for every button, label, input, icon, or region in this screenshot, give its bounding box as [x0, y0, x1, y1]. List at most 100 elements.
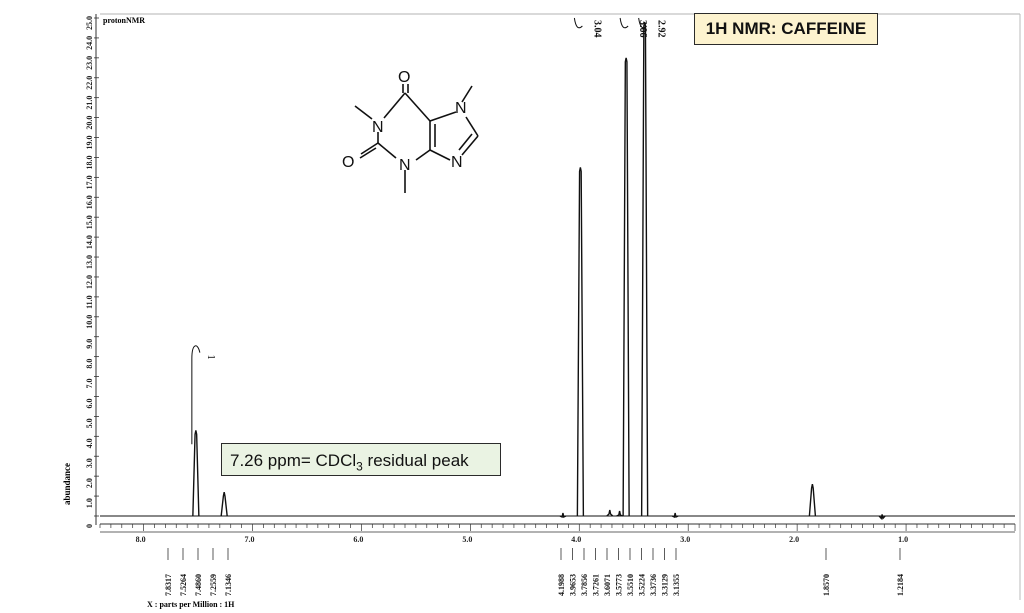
peak-label: 3.6071: [603, 574, 612, 596]
bond: [415, 149, 431, 161]
y-tick-label: 4.0: [85, 438, 94, 448]
atom-label: N: [399, 157, 411, 174]
spectrum-title-box: 1H NMR: CAFFEINE: [694, 13, 878, 45]
caffeine-structure: O N N O N N: [342, 69, 479, 193]
bond: [429, 111, 457, 122]
atom-label: O: [398, 69, 410, 86]
y-tick-label: 17.0: [85, 175, 94, 189]
y-tick-label: 23.0: [85, 56, 94, 70]
spectrum-peak: [622, 57, 630, 517]
program-label: protonNMR: [103, 16, 145, 25]
peak-label: 3.5224: [638, 574, 647, 596]
note-text-sub: 3: [356, 459, 363, 474]
note-text-rest: residual peak: [362, 451, 469, 470]
y-tick-label: 10.0: [85, 315, 94, 329]
bond: [359, 147, 377, 159]
spectrum-peak: [606, 509, 614, 517]
y-tick-label: 14.0: [85, 235, 94, 249]
x-tick-label: 3.0: [680, 535, 690, 544]
peak-label: 4.1988: [557, 574, 566, 596]
atom-label: N: [451, 154, 463, 171]
x-tick-label: 1.0: [898, 535, 908, 544]
y-axis-label: abundance: [62, 463, 72, 505]
x-tick-label: 8.0: [136, 535, 146, 544]
y-tick-label: 25.0: [85, 16, 94, 30]
spectrum-peak: [576, 167, 585, 517]
integral-curve: [573, 17, 583, 29]
peak-label: 7.5264: [179, 574, 188, 596]
spectrum-title: 1H NMR: CAFFEINE: [705, 19, 867, 38]
integral-label: 2.92: [656, 20, 667, 38]
integral-curve: [638, 17, 647, 29]
y-tick-label: 18.0: [85, 155, 94, 169]
x-tick-label: 5.0: [462, 535, 472, 544]
bond: [377, 142, 397, 159]
x-tick-label: 6.0: [353, 535, 363, 544]
y-tick-label: 6.0: [85, 398, 94, 408]
integral-label: 3.06: [637, 20, 648, 38]
peak-label: 3.1355: [672, 574, 681, 596]
bond: [360, 142, 379, 155]
peak-label: 1.2184: [896, 574, 905, 596]
spectrum-peak: [640, 21, 649, 517]
peak-label: 3.7856: [580, 574, 589, 596]
y-tick-label: 9.0: [85, 339, 94, 349]
spectrum-peak: [671, 512, 679, 519]
bond: [354, 105, 373, 120]
y-tick-label: 21.0: [85, 96, 94, 110]
atom-label: N: [372, 119, 384, 136]
integral-curves: 1 3.04 3.06 2.92: [191, 17, 667, 445]
y-tick-label: 5.0: [85, 418, 94, 428]
bond: [458, 133, 473, 151]
atom-label: N: [455, 100, 467, 117]
peak-label: 3.5773: [615, 574, 624, 596]
note-text-main: 7.26 ppm= CDCl: [230, 451, 357, 470]
bond: [429, 149, 451, 161]
peak-label: 7.4860: [194, 574, 203, 596]
bond: [383, 92, 406, 119]
x-axis-ticks: 8.0 7.0 6.0 5.0 4.0 3.0 2.0 1.0: [99, 524, 1016, 544]
y-tick-label: 20.0: [85, 116, 94, 130]
spectrum-peak: [192, 430, 200, 517]
integral-curve: [619, 17, 629, 29]
y-tick-label: 19.0: [85, 136, 94, 150]
peak-label: 3.5510: [626, 574, 635, 596]
y-tick-label: 1.0: [85, 498, 94, 508]
peak-label: 7.8317: [164, 574, 173, 596]
atom-label: O: [342, 154, 354, 171]
peak-label: 7.2559: [209, 574, 218, 596]
y-tick-label: 24.0: [85, 36, 94, 50]
y-tick-label: 0: [85, 524, 94, 528]
spectrum-peak: [616, 510, 623, 517]
integral-label: 1: [205, 355, 216, 360]
y-tick-label: 11.0: [85, 295, 94, 309]
peak-label: 3.3736: [649, 574, 658, 596]
y-tick-label: 13.0: [85, 255, 94, 269]
peak-label: 7.1346: [224, 574, 233, 596]
bond: [404, 92, 431, 122]
peak-label: 3.9653: [569, 574, 578, 596]
bond: [461, 85, 473, 103]
y-tick-label: 7.0: [85, 379, 94, 389]
spectrum-peak: [808, 483, 817, 517]
x-tick-label: 7.0: [245, 535, 255, 544]
integral-curve: [191, 345, 201, 445]
y-tick-label: 22.0: [85, 76, 94, 90]
y-tick-label: 2.0: [85, 478, 94, 488]
y-tick-label: 16.0: [85, 195, 94, 209]
spectrum-peak: [878, 514, 886, 520]
y-tick-label: 8.0: [85, 359, 94, 369]
x-tick-label: 2.0: [789, 535, 799, 544]
integral-label: 3.04: [591, 20, 602, 38]
peak-position-labels: 7.8317 7.5264 7.4860 7.2559 7.1346 4.1988 3.96…: [164, 548, 905, 596]
y-axis-ticks: 0 1.0 2.0 3.0 4.0 5.0 6.0 7.0 8.0 9.0 10.0 11.0 12.0…: [85, 16, 99, 528]
solvent-peak-note: 7.26 ppm= CDCl3 residual peak: [221, 443, 501, 476]
spectrum-peaks: [100, 21, 1015, 520]
y-tick-label: 12.0: [85, 275, 94, 289]
peak-label: 3.7261: [592, 574, 601, 596]
y-tick-label: 3.0: [85, 458, 94, 468]
peak-label: 3.3129: [661, 574, 670, 596]
spectrum-peak: [220, 491, 228, 517]
